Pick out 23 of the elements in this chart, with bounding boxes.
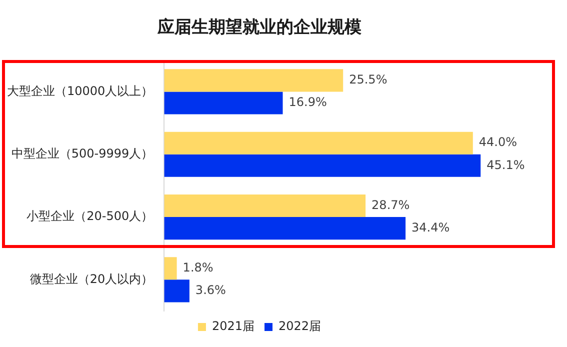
data-label: 16.9% xyxy=(288,95,327,110)
y-tick-label: 中型企业（500-9999人） xyxy=(11,146,154,160)
bar xyxy=(164,154,481,177)
chart-title: 应届生期望就业的企业规模 xyxy=(156,18,362,38)
legend-label: 2022届 xyxy=(278,319,322,334)
data-label: 1.8% xyxy=(182,260,214,275)
y-tick-label: 小型企业（20-500人） xyxy=(26,209,154,224)
data-label: 34.4% xyxy=(412,220,450,234)
bar xyxy=(164,194,366,218)
bar xyxy=(164,69,344,92)
legend-label: 2021届 xyxy=(212,319,255,334)
y-tick-label: 微型企业（20人以内） xyxy=(30,272,154,286)
data-label: 45.1% xyxy=(486,158,525,172)
data-label: 28.7% xyxy=(372,198,410,212)
bar xyxy=(164,257,177,280)
data-label: 3.6% xyxy=(195,283,226,298)
y-tick-label: 大型企业（10000人以上） xyxy=(6,84,154,98)
bar xyxy=(164,132,473,154)
data-label: 44.0% xyxy=(478,135,518,150)
bar xyxy=(164,217,406,240)
data-label: 25.5% xyxy=(349,72,388,87)
bar xyxy=(164,280,190,302)
bar xyxy=(164,92,283,114)
